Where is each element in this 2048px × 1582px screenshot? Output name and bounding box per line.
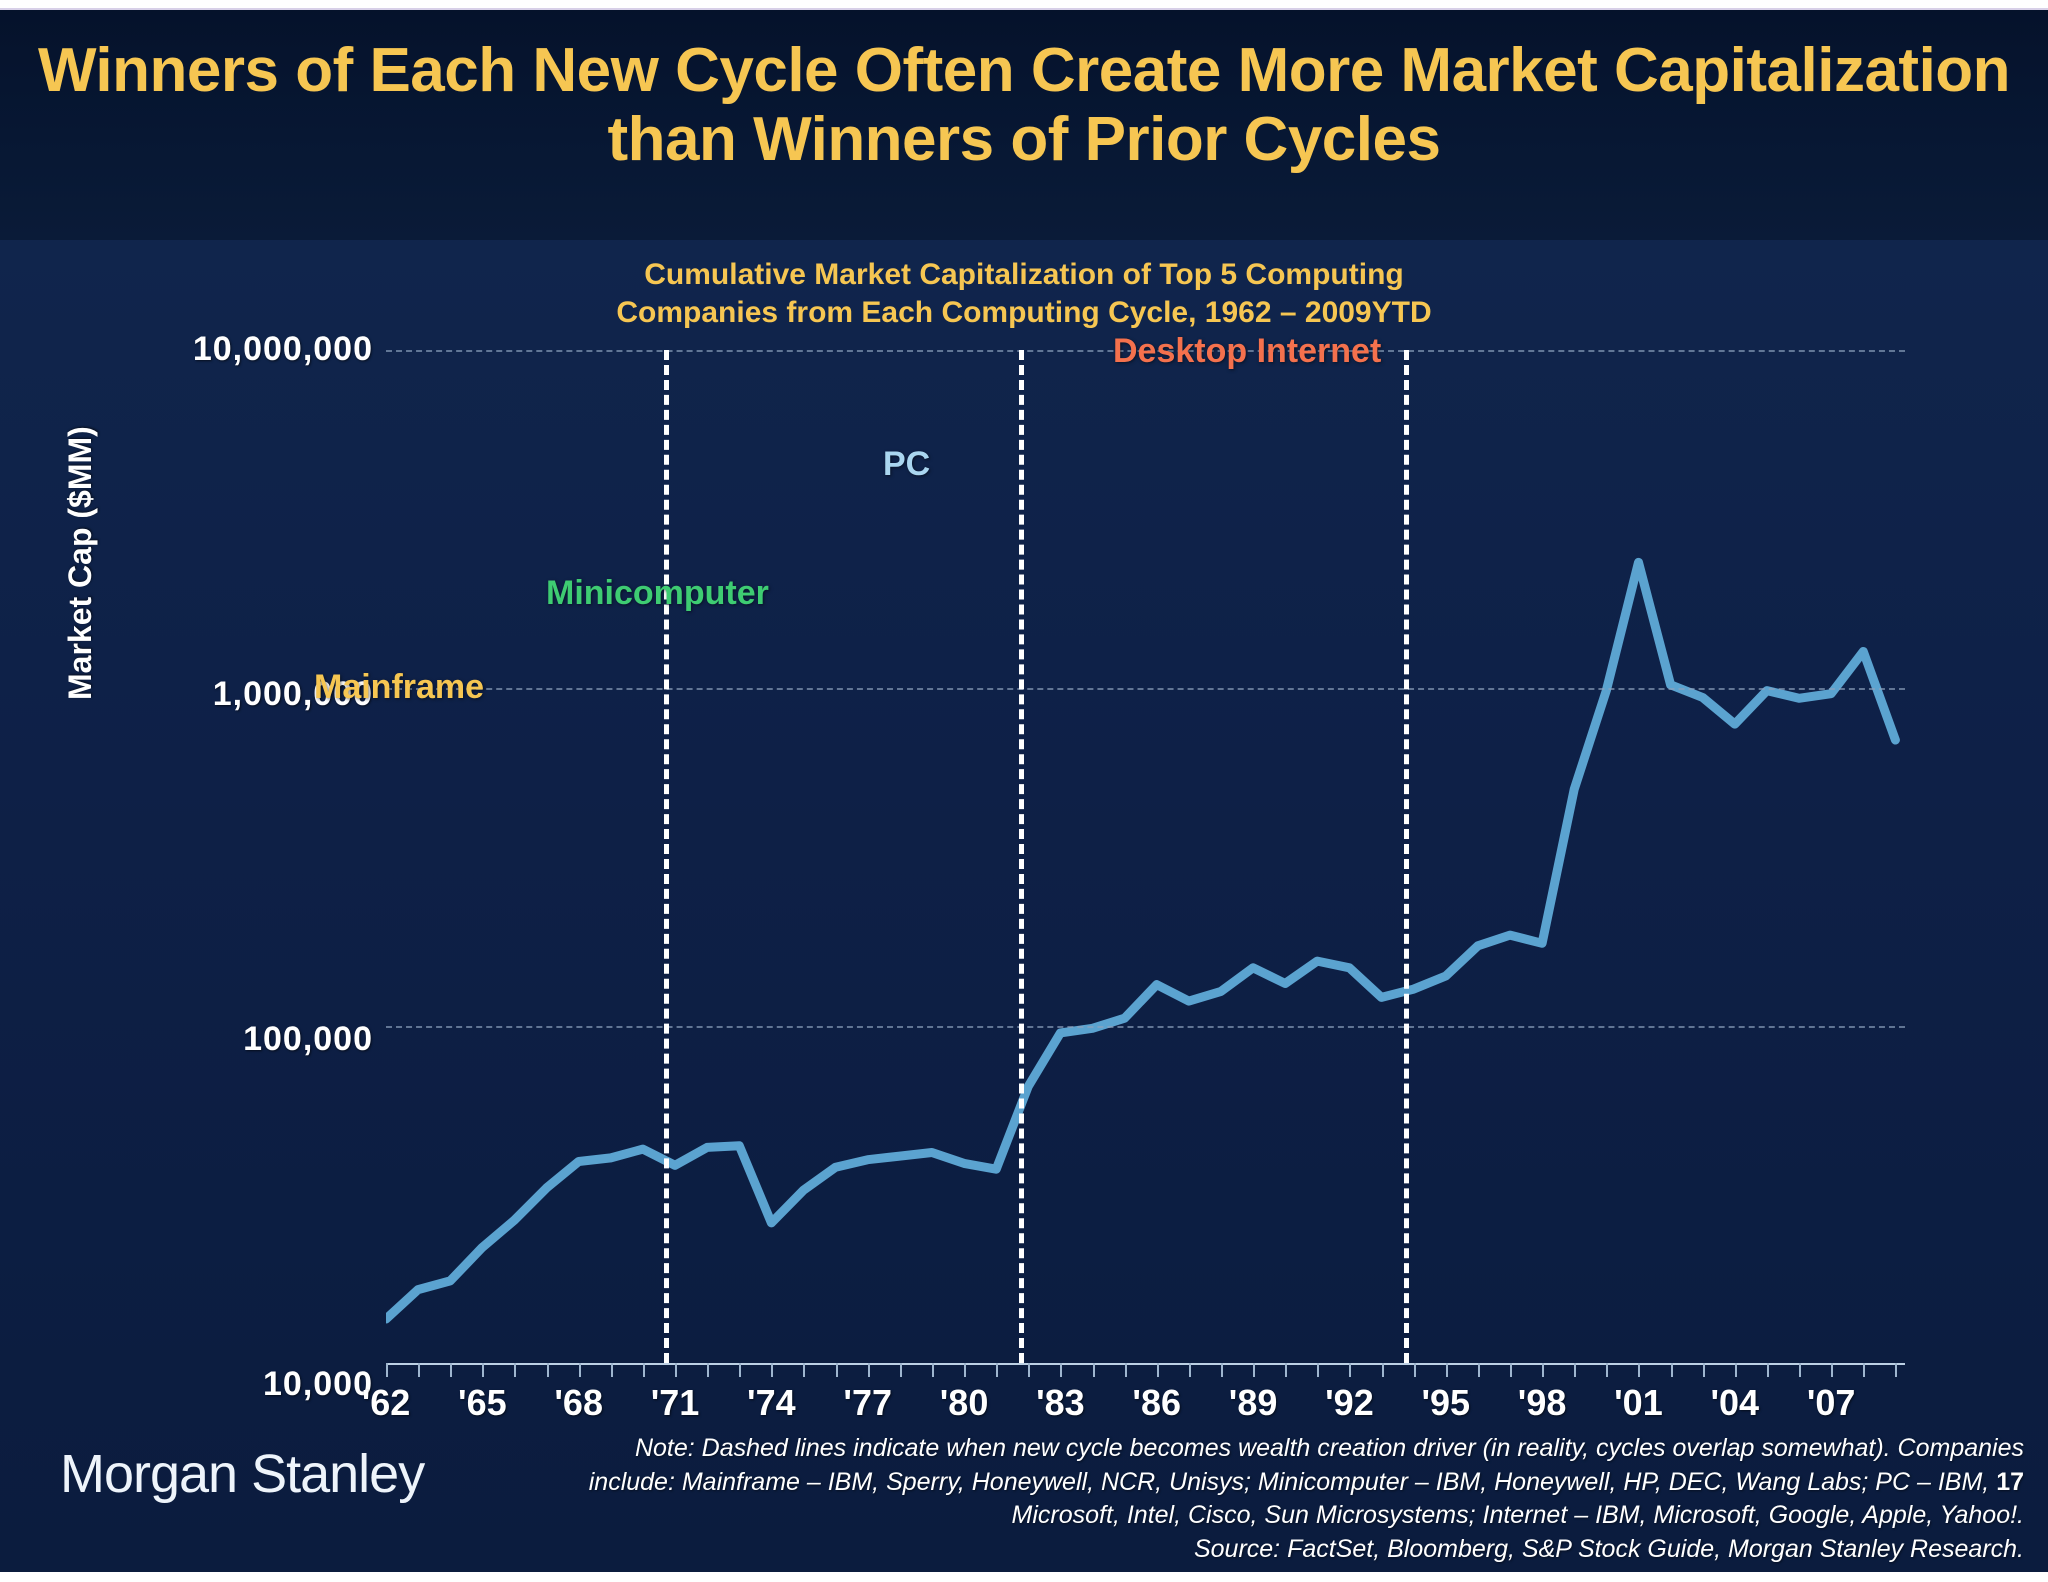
x-axis-tick — [771, 1363, 774, 1377]
footnote-line-3: Microsoft, Intel, Cisco, Sun Microsystem… — [1011, 1501, 2024, 1529]
x-axis-tick — [1445, 1363, 1448, 1377]
chart-title-line-1: Cumulative Market Capitalization of Top … — [644, 258, 1404, 291]
x-axis-tick — [482, 1363, 485, 1377]
page-title: Winners of Each New Cycle Often Create M… — [37, 36, 2011, 175]
x-axis-label: '83 — [1036, 1382, 1085, 1423]
gridline-100000 — [386, 1026, 1905, 1028]
x-axis-tick — [1317, 1363, 1320, 1377]
x-axis-tick — [1060, 1363, 1063, 1377]
x-axis-tick — [1092, 1363, 1095, 1377]
x-axis-tick — [1220, 1363, 1223, 1377]
x-axis-tick — [450, 1363, 453, 1377]
gridline-10000000 — [386, 350, 1905, 352]
chart-band — [0, 240, 2048, 1572]
plot-area: Mainframe Minicomputer PC Desktop Intern… — [314, 332, 1905, 1363]
x-axis-tick — [642, 1363, 645, 1377]
x-axis-tick — [418, 1363, 421, 1377]
y-tick-label-10000: 10,000 — [263, 1365, 373, 1403]
y-tick-label-10000000: 10,000,000 — [192, 330, 373, 368]
chart-title: Cumulative Market Capitalization of Top … — [0, 256, 2048, 333]
x-axis-tick — [1188, 1363, 1191, 1377]
x-axis-label: '71 — [650, 1382, 700, 1423]
x-axis-tick — [1863, 1363, 1866, 1377]
x-axis-tick — [1028, 1363, 1031, 1377]
x-axis-tick — [707, 1363, 710, 1377]
x-axis-label: '62 — [361, 1382, 411, 1423]
gridline-1000000 — [386, 688, 1905, 690]
x-axis-label: '74 — [747, 1382, 796, 1423]
header-band: Winners of Each New Cycle Often Create M… — [0, 8, 2048, 240]
x-axis-tick — [1542, 1363, 1545, 1377]
cycle-label-desktop-internet: Desktop Internet — [1113, 332, 1382, 370]
x-axis-tick — [1766, 1363, 1769, 1377]
cycle-divider-minicomputer — [1019, 350, 1024, 1363]
x-axis-tick — [610, 1363, 613, 1377]
footnote-line-1: Note: Dashed lines indicate when new cyc… — [634, 1434, 2024, 1462]
top-white-strip — [0, 0, 2048, 8]
x-axis-label: '98 — [1517, 1382, 1567, 1423]
x-axis-tick — [1509, 1363, 1512, 1377]
x-axis-label: '89 — [1228, 1382, 1278, 1423]
x-axis-tick — [1895, 1363, 1898, 1377]
y-tick-label-100000: 100,000 — [243, 1020, 373, 1058]
x-axis-tick — [1381, 1363, 1384, 1377]
cycle-label-pc: PC — [883, 445, 931, 483]
x-axis-label: '65 — [458, 1382, 507, 1423]
cycle-divider-mainframe — [664, 350, 669, 1363]
bottom-white-strip — [0, 1572, 2048, 1582]
y-tick-label-1000000: 1,000,000 — [212, 675, 373, 713]
x-axis-label: '07 — [1806, 1382, 1856, 1423]
footnote-line-2: include: Mainframe – IBM, Sperry, Honeyw… — [464, 1466, 2024, 1500]
x-axis-label: '80 — [939, 1382, 989, 1423]
x-axis-tick — [675, 1363, 678, 1377]
x-axis-tick — [931, 1363, 934, 1377]
x-axis-label: '95 — [1421, 1382, 1471, 1423]
x-axis-tick — [1670, 1363, 1673, 1377]
x-axis-tick — [514, 1363, 517, 1377]
x-axis-tick — [899, 1363, 902, 1377]
morgan-stanley-logo: Morgan Stanley — [60, 1444, 425, 1504]
x-axis-tick — [1477, 1363, 1480, 1377]
x-axis-tick — [1413, 1363, 1416, 1377]
x-axis-tick — [964, 1363, 967, 1377]
x-axis-tick — [835, 1363, 838, 1377]
x-axis-label: '68 — [554, 1382, 603, 1423]
x-axis-label: '92 — [1325, 1382, 1374, 1423]
x-axis-label: '01 — [1614, 1382, 1663, 1423]
cycle-label-minicomputer: Minicomputer — [546, 574, 769, 612]
footnote-block: Note: Dashed lines indicate when new cyc… — [464, 1432, 2024, 1566]
x-axis-tick — [1349, 1363, 1352, 1377]
x-axis-tick — [996, 1363, 999, 1377]
x-axis-label: '04 — [1710, 1382, 1760, 1423]
x-axis-tick — [1831, 1363, 1834, 1377]
y-axis-label: Market Cap ($MM) — [62, 426, 98, 700]
x-axis-tick — [1606, 1363, 1609, 1377]
x-axis-tick — [1285, 1363, 1288, 1377]
x-axis-label: '77 — [843, 1382, 892, 1423]
x-axis-tick — [1734, 1363, 1737, 1377]
x-axis-tick — [386, 1363, 388, 1377]
cycle-label-mainframe: Mainframe — [314, 668, 485, 706]
x-axis-tick — [1124, 1363, 1127, 1377]
x-axis-label: '86 — [1132, 1382, 1182, 1423]
market-cap-line-chart — [386, 557, 1900, 1324]
chart-title-line-2: Companies from Each Computing Cycle, 196… — [616, 296, 1432, 330]
x-axis-tick — [803, 1363, 806, 1377]
footnote-line-2-text: include: Mainframe – IBM, Sperry, Honeyw… — [588, 1467, 1990, 1496]
x-axis-tick — [739, 1363, 742, 1377]
x-axis-tick — [1702, 1363, 1705, 1377]
cycle-divider-pc — [1404, 350, 1409, 1363]
x-axis-tick — [578, 1363, 581, 1377]
x-axis-line — [386, 1363, 1905, 1365]
x-axis-tick — [1574, 1363, 1577, 1377]
x-axis-tick — [867, 1363, 870, 1377]
x-axis-tick — [1156, 1363, 1159, 1377]
x-axis-tick — [546, 1363, 549, 1377]
x-axis-tick — [1253, 1363, 1256, 1377]
x-axis-tick — [1799, 1363, 1802, 1377]
footnote-line-4: Source: FactSet, Bloomberg, S&P Stock Gu… — [1193, 1534, 2024, 1563]
x-axis-tick — [1638, 1363, 1641, 1377]
page-number: 17 — [1996, 1467, 2024, 1496]
